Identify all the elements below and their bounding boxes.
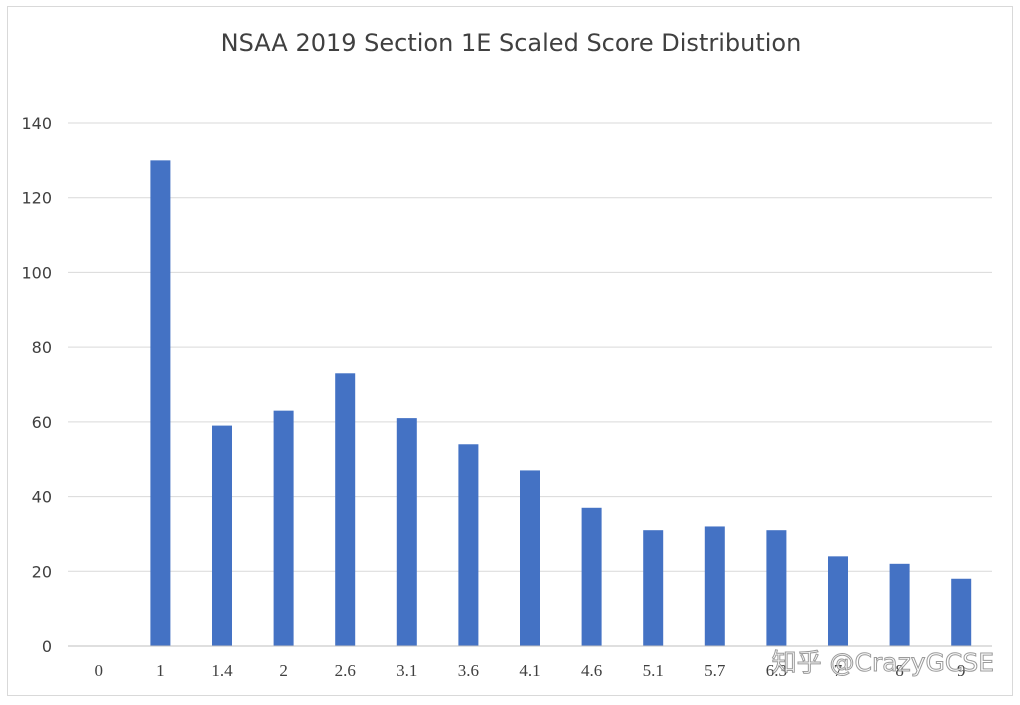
y-tick-label: 20 xyxy=(32,562,52,581)
x-tick-label: 9 xyxy=(957,661,966,680)
bar xyxy=(520,470,540,646)
y-tick-label: 80 xyxy=(32,338,52,357)
y-tick-label: 140 xyxy=(21,114,52,133)
x-tick-label: 1.4 xyxy=(211,661,233,680)
y-tick-label: 120 xyxy=(21,189,52,208)
bar xyxy=(273,410,294,646)
x-tick-label: 0 xyxy=(95,661,104,680)
y-tick-label: 40 xyxy=(32,488,52,507)
x-tick-label: 3.6 xyxy=(458,661,479,680)
bar xyxy=(458,444,479,646)
y-tick-label: 100 xyxy=(21,263,52,282)
x-tick-label: 5.1 xyxy=(643,661,664,680)
x-tick-label: 4.1 xyxy=(519,661,540,680)
x-tick-label: 1 xyxy=(156,661,165,680)
x-tick-label: 2 xyxy=(279,661,288,680)
x-tick-label: 3.1 xyxy=(396,661,417,680)
bar xyxy=(889,563,910,646)
bars xyxy=(150,160,972,646)
bar xyxy=(643,530,664,646)
watermark: 知乎 @CrazyGCSE xyxy=(772,648,994,677)
x-tick-label: 8 xyxy=(895,661,904,680)
y-tick-label: 0 xyxy=(42,637,52,656)
chart-frame: NSAA 2019 Section 1E Scaled Score Distri… xyxy=(7,6,1013,696)
x-tick-label: 7 xyxy=(834,661,843,680)
x-tick-label: 6.3 xyxy=(766,661,787,680)
bar xyxy=(212,425,232,646)
chart-title: NSAA 2019 Section 1E Scaled Score Distri… xyxy=(221,29,802,57)
x-tick-label: 4.6 xyxy=(581,661,602,680)
bar xyxy=(150,160,171,646)
x-tick-label: 2.6 xyxy=(335,661,356,680)
chart-svg: NSAA 2019 Section 1E Scaled Score Distri… xyxy=(21,29,994,680)
bar xyxy=(335,373,356,646)
x-axis: 0 1 1.4 2 2.6 3.1 3.6 4.1 4.6 5.1 5.7 6.3 7 8 9 xyxy=(95,661,966,680)
bar xyxy=(766,530,787,646)
bar xyxy=(704,526,725,646)
bar xyxy=(396,418,417,646)
bar xyxy=(581,507,602,646)
x-tick-label: 5.7 xyxy=(704,661,726,680)
y-axis: 0 20 40 60 80 100 120 140 xyxy=(21,114,52,656)
bar xyxy=(951,578,972,646)
y-tick-label: 60 xyxy=(32,413,52,432)
bar xyxy=(828,556,848,646)
